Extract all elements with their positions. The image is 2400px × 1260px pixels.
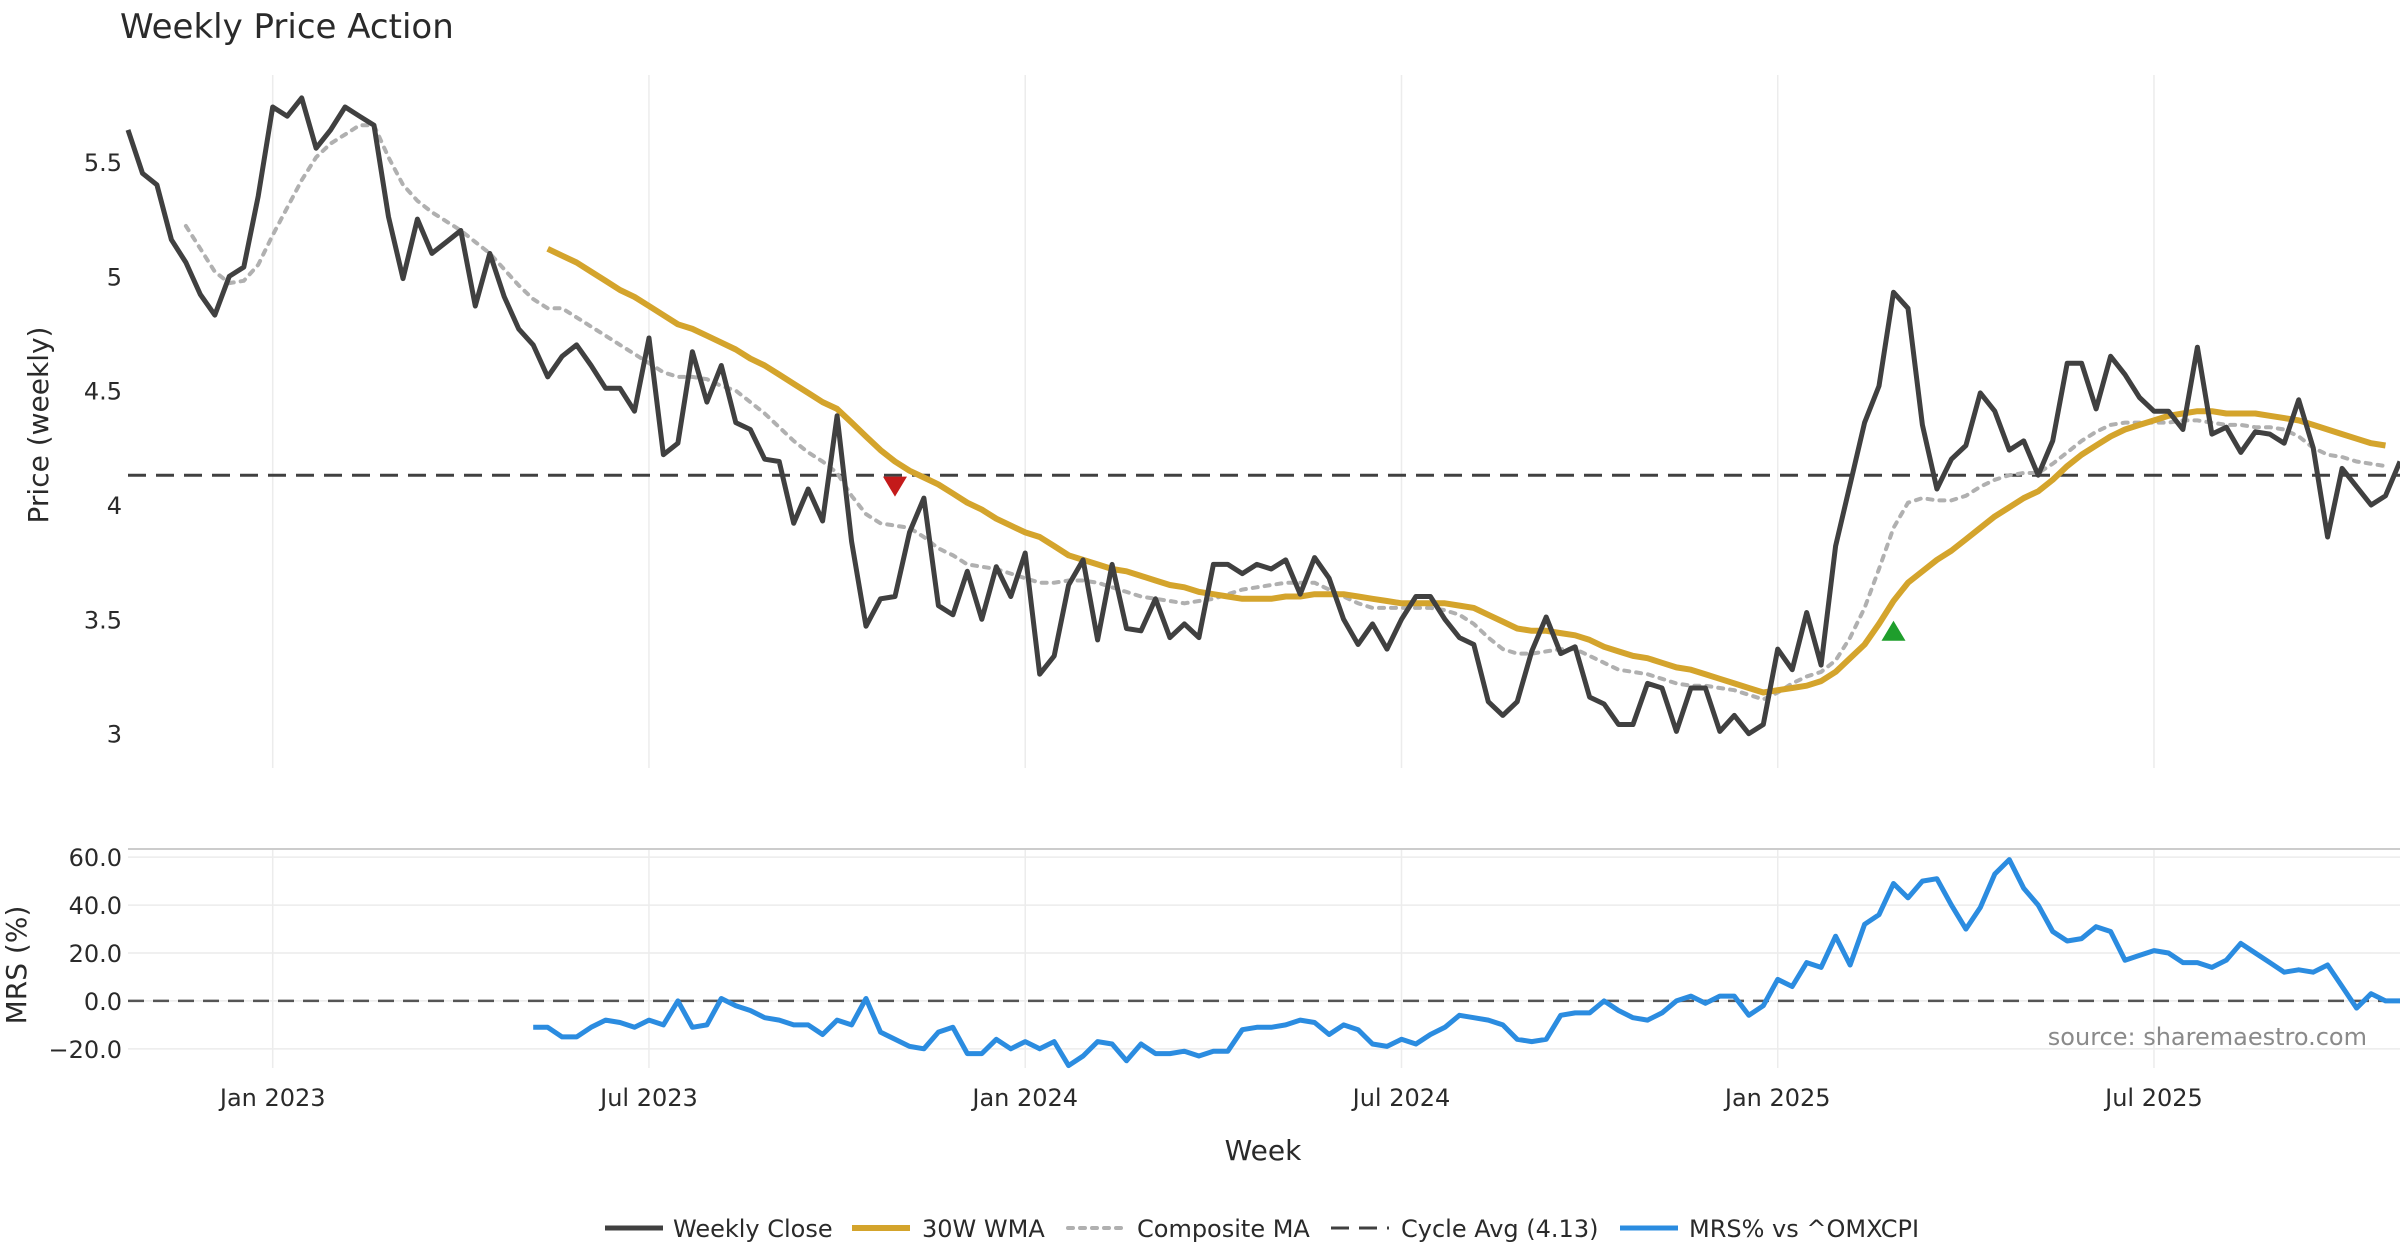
mrs-series: [533, 857, 2400, 1069]
weekly-close-series: [125, 95, 2400, 737]
chart-title: Weekly Price Action: [120, 7, 454, 47]
price-y-tick-label: 4.5: [84, 378, 122, 406]
x-tick-label: Jan 2024: [970, 1084, 1078, 1112]
legend-label-composite-ma: Composite MA: [1137, 1215, 1310, 1243]
mrs-y-tick-label: 40.0: [69, 892, 122, 920]
source-attribution: source: sharemaestro.com: [2048, 1023, 2367, 1051]
x-tick-label: Jan 2025: [1723, 1084, 1831, 1112]
x-tick-label: Jan 2023: [218, 1084, 326, 1112]
legend-label-weekly-close: Weekly Close: [673, 1215, 833, 1243]
mrs-y-tick-label: 60.0: [69, 844, 122, 872]
buy-signal-marker: [1881, 620, 1906, 641]
x-tick-label: Jul 2024: [1351, 1084, 1451, 1112]
price-y-ticks: 5.5 5 4.5 4 3.5 3: [84, 149, 122, 749]
price-y-axis-label: Price (weekly): [22, 327, 55, 524]
mrs-y-tick-label: 0.0: [84, 988, 122, 1016]
x-axis-label: Week: [1225, 1134, 1302, 1167]
price-panel-grid: [271, 75, 2155, 768]
legend-label-mrs: MRS% vs ^OMXCPI: [1689, 1215, 1919, 1243]
price-y-tick-label: 3.5: [84, 606, 122, 634]
sell-signal-marker: [882, 476, 907, 497]
price-y-tick-label: 3: [107, 721, 122, 749]
wma-30w-series: [546, 246, 2386, 696]
mrs-y-ticks: 60.0 40.0 20.0 0.0 −20.0: [48, 844, 122, 1064]
x-tick-label: Jul 2023: [598, 1084, 698, 1112]
x-ticks: Jan 2023 Jul 2023 Jan 2024 Jul 2024 Jan 2025…: [218, 1084, 2203, 1112]
legend-label-cycle-avg: Cycle Avg (4.13): [1401, 1215, 1598, 1243]
x-tick-label: Jul 2025: [2103, 1084, 2203, 1112]
mrs-y-tick-label: −20.0: [48, 1036, 122, 1064]
price-y-tick-label: 5.5: [84, 149, 122, 177]
price-y-tick-label: 5: [107, 263, 122, 291]
mrs-y-axis-label: MRS (%): [0, 906, 33, 1025]
price-y-tick-label: 4: [107, 492, 122, 520]
legend-label-wma: 30W WMA: [922, 1215, 1045, 1243]
legend: Weekly Close 30W WMA Composite MA Cycle …: [605, 1215, 1919, 1243]
mrs-panel-grid: [128, 850, 2400, 1068]
mrs-y-tick-label: 20.0: [69, 940, 122, 968]
composite-ma-series: [183, 123, 2388, 702]
